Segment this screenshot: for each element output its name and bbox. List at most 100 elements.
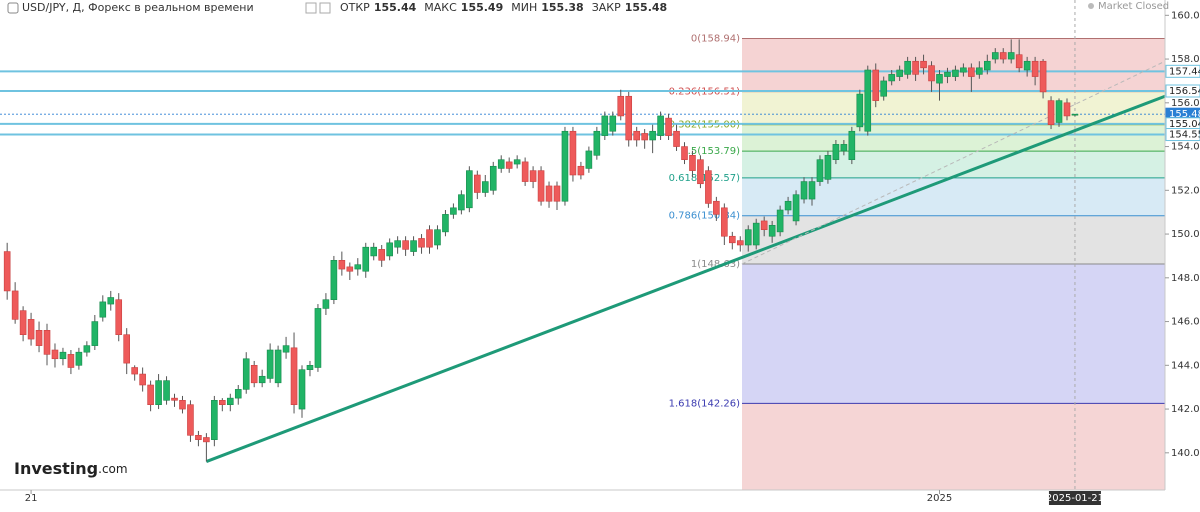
ohlc-label: ОТКР [340,1,370,14]
candle-body [633,130,640,141]
time-axis-bg [0,490,1200,512]
candle-body [107,297,115,305]
candle-body [808,181,816,200]
candle-body [330,260,338,300]
price-label-box [1165,128,1200,142]
candle-body [171,397,178,401]
candle-body [187,404,194,436]
candle-body [705,170,712,204]
candle-body [999,52,1007,60]
symbol-icon[interactable] [7,2,19,14]
fib-band [742,215,1165,265]
candle-body [768,225,776,237]
candle-body [888,74,895,82]
candle-body [155,380,162,405]
candle-body [1031,60,1039,77]
fib-label: 0.5(153.79) [681,146,740,157]
price-label: 155.48 [1169,109,1200,120]
candle-body [266,349,274,379]
candle-body [641,133,648,141]
candle-body [800,181,808,200]
ohlc-value: 155.44 [374,1,417,14]
fib-band [742,403,1165,490]
fib-band [742,264,1165,404]
candle-body [234,389,242,399]
candle-body [211,400,218,440]
candle-body [665,117,672,136]
candle-body [721,207,728,237]
candle-body [912,60,919,75]
candle-body [1039,60,1047,93]
candle-body [35,330,43,346]
crosshair-label: 2025-01-21 [1046,493,1104,504]
candle-body [577,165,585,176]
candle-body [505,161,513,169]
candle-body [792,194,800,222]
candle-body [322,299,330,309]
candle-body [816,159,824,182]
candle-body [697,159,704,185]
candle-body [657,115,664,136]
candle-body [936,74,943,84]
candle-body [314,308,322,368]
candle-body [474,174,481,193]
candle-body [67,354,75,368]
candle-body [569,130,577,176]
settings-icon[interactable] [305,2,317,14]
candle-body [426,229,433,248]
fib-label: 0.382(155.00) [669,120,741,131]
candle-body [776,209,784,233]
price-label: 155.04 [1169,119,1200,130]
candle-body [481,181,489,193]
candle-body [1055,100,1063,123]
candle-body [179,400,186,410]
y-tick-label: 156.00 [1171,98,1200,109]
y-tick-label: 146.00 [1171,317,1200,328]
candle-body [880,80,888,97]
candle-body [489,165,497,191]
candle-body [99,301,107,318]
candle-body [306,365,314,370]
candle-body [1071,113,1079,116]
candle-body [410,240,417,252]
candle-body [713,200,720,215]
candle-body [394,240,401,248]
fib-label: 1(148.63) [691,259,740,270]
candle-body [242,358,250,390]
candle-body [944,71,951,77]
candle-body [274,349,282,384]
candle-body [872,69,880,101]
y-tick-label: 148.00 [1171,273,1200,284]
candle-body [131,367,138,375]
fib-label: 0.618(152.57) [669,173,741,184]
candle-body [258,375,266,384]
y-tick-label: 152.00 [1171,185,1200,196]
candle-body [43,330,51,355]
y-tick-label: 158.00 [1171,54,1200,65]
candle-body [585,150,593,169]
candle-body [976,67,983,75]
status-dot [1088,3,1094,9]
ohlc-value: 155.48 [625,1,667,14]
logo: Investing.com [14,459,128,478]
ohlc-header: ОТКР 155.44 МАКС 155.49 МИН 155.38 ЗАКР 155.48 [340,1,667,14]
market-status: Market Closed [1098,1,1169,12]
candle-body [386,242,393,257]
fib-band [742,151,1165,178]
header-bg [0,0,610,16]
candle-body [418,238,425,248]
close-icon[interactable] [319,2,331,14]
candle-body [219,400,226,405]
candle-body [466,170,473,209]
candle-body [760,220,768,230]
candle-body [139,373,146,386]
candle-body [561,130,569,202]
candle-body [553,185,561,202]
candle-body [19,310,27,335]
x-tick-label: 21 [25,493,38,504]
candle-body [298,369,306,410]
fib-band [742,91,1165,125]
plot-area: 0(158.94) 0.236(156.51) 0.382(155.00) 0.5(1… [0,0,1166,490]
candle-body [195,435,202,440]
